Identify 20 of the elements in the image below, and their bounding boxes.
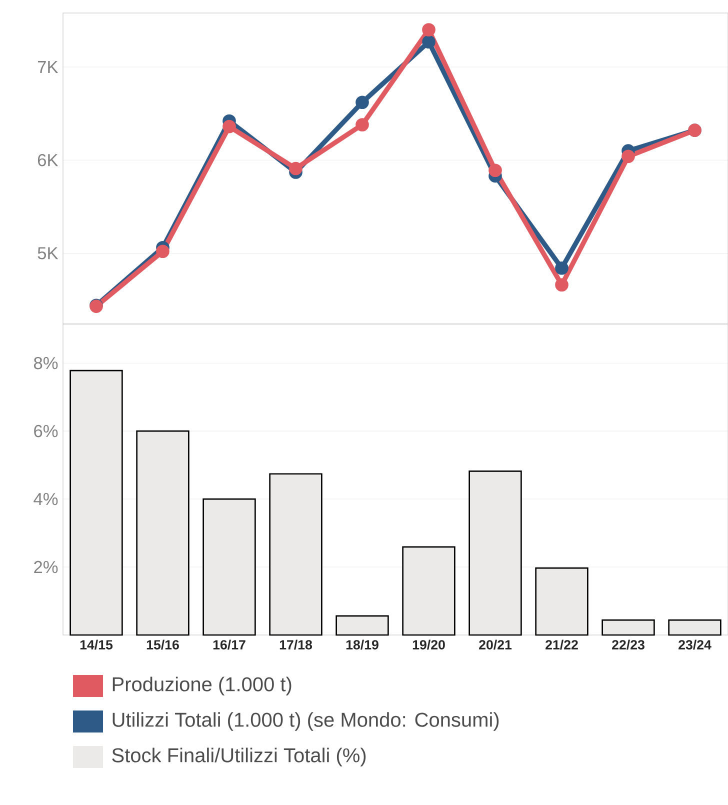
legend-label: Stock Finali/Utilizzi Totali (%) (112, 748, 366, 766)
x-tick-label: 15/16 (146, 640, 179, 650)
y-tick-label: 2% (34, 560, 58, 574)
x-tick-label: 19/20 (412, 640, 445, 650)
legend-label: Produzione (1.000 t) (112, 676, 292, 696)
x-tick-label: 17/18 (280, 640, 312, 650)
y-tick-label: 5K (38, 247, 58, 260)
x-tick-label: 16/17 (213, 640, 246, 650)
x-tick-label: 14/15 (80, 640, 113, 650)
x-tick-label: 23/24 (678, 640, 712, 650)
legend-label: Utilizzi Totali (1.000 t) (se Mondo: Consumi) (112, 712, 499, 731)
x-tick-label: 18/19 (346, 640, 378, 650)
x-tick-label: 22/23 (612, 640, 644, 650)
y-tick-label: 6% (34, 424, 58, 438)
x-tick-label: 21/22 (546, 640, 578, 650)
y-tick-label: 6K (38, 154, 58, 166)
y-tick-label: 8% (34, 356, 58, 370)
y-tick-label: 7K (38, 61, 58, 73)
y-tick-label: 4% (34, 492, 58, 506)
x-tick-label: 20/21 (479, 640, 512, 650)
